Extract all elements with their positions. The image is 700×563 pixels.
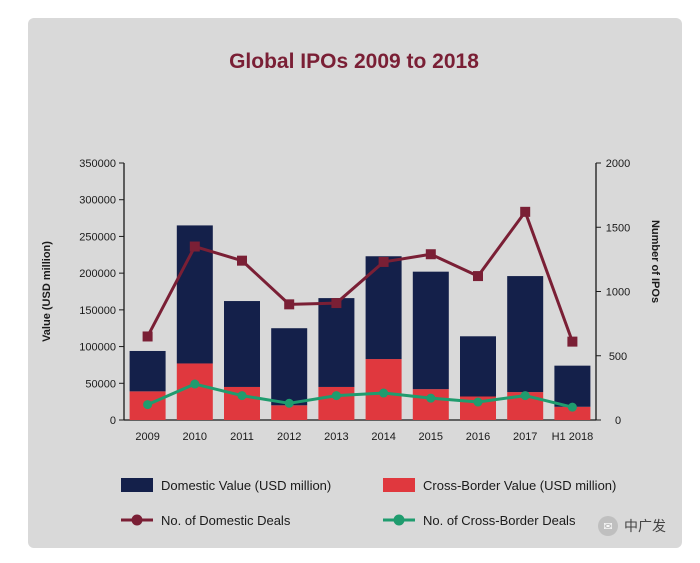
x-tick-label: 2011 [230,431,254,443]
point-domestic-deals [520,206,531,217]
point-cross-border-deals [190,379,200,389]
point-cross-border-deals [567,402,577,412]
point-domestic-deals [284,299,295,310]
y2-tick-label: 2000 [606,158,630,170]
plot-area: 0 50000 100000 150000 200000 250000 300000 3500… [41,158,661,443]
x-tick-label: 2016 [466,431,490,443]
point-cross-border-deals [520,391,530,401]
point-domestic-deals [425,249,436,260]
bar-domestic [271,328,308,406]
point-domestic-deals [237,255,247,266]
line-cross-border-deals [147,382,573,409]
y-tick-label: 300000 [79,195,116,207]
bar-domestic [554,365,591,407]
y-axis-label: Value (USD million) [41,241,53,342]
point-domestic-deals [331,298,342,309]
x-tick-label: 2013 [324,431,348,443]
x-tick-label: 2009 [135,431,159,443]
x-tick-label: 2015 [419,431,443,443]
x-tick-label: 2010 [183,431,207,443]
bar-domestic [129,350,166,392]
legend-label: No. of Domestic Deals [161,513,291,528]
y-tick-label: 350000 [79,158,116,170]
x-tick-label: 2014 [371,431,395,443]
legend-swatch [121,478,153,492]
watermark: ✉ 中广发 [598,516,666,536]
y2-tick-label: 500 [609,351,627,363]
bar-cross-border [554,406,591,420]
legend-swatch-marker [393,514,405,526]
x-tick-label: 2012 [277,431,301,443]
bar-domestic [224,301,260,387]
point-domestic-deals [473,271,483,282]
legend-swatch [383,478,415,492]
y-tick-label: 100000 [79,342,116,354]
bar-cross-border [176,363,213,420]
x-tick-label: 2017 [513,431,537,443]
chat-bubble-icon: ✉ [598,516,618,536]
y-tick-label: 250000 [79,231,116,243]
legend: Domestic Value (USD million) Cross-Border… [121,478,616,528]
point-cross-border-deals [143,400,153,410]
y2-tick-label: 1500 [606,222,630,234]
bar-cross-border [271,405,308,420]
y-tick-label: 200000 [79,268,116,280]
y-tick-label: 150000 [79,305,116,317]
y-tick-label: 0 [110,415,116,427]
chart-title: Global IPOs 2009 to 2018 [229,50,479,73]
point-cross-border-deals [284,398,294,408]
legend-label: No. of Cross-Border Deals [423,513,576,528]
bar-domestic [507,276,544,393]
point-domestic-deals [567,336,578,347]
x-tick-label: H1 2018 [552,431,594,443]
point-domestic-deals [142,331,153,342]
chart: Global IPOs 2009 to 2018 0 50000 100000 150… [41,50,661,528]
point-domestic-deals [189,241,200,252]
y2-axis-label: Number of IPOs [649,220,661,303]
point-cross-border-deals [473,397,483,407]
line-domestic-deals [146,210,574,343]
point-cross-border-deals [237,391,247,401]
point-cross-border-deals [331,391,341,401]
point-domestic-deals [378,256,389,267]
y2-tick-label: 1000 [606,287,630,299]
legend-label: Domestic Value (USD million) [161,478,331,493]
bar-domestic [460,336,496,397]
legend-label: Cross-Border Value (USD million) [423,478,616,493]
watermark-text: 中广发 [624,519,666,535]
point-cross-border-deals [426,393,436,403]
bar-domestic [318,298,355,387]
y2-tick-label: 0 [615,415,621,427]
legend-swatch-marker [131,514,143,526]
bar-domestic [412,271,449,390]
y-tick-label: 50000 [85,378,116,390]
chart-card: Global IPOs 2009 to 2018 0 50000 100000 150… [28,18,682,548]
point-cross-border-deals [379,388,389,398]
